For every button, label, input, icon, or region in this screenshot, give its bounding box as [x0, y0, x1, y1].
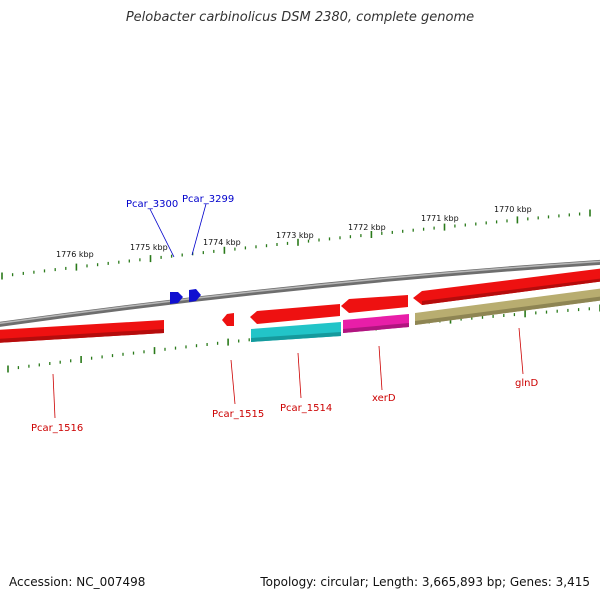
scale-label-1771: 1771 kbp [421, 214, 459, 223]
label-pcar-3299[interactable]: Pcar_3299 [182, 194, 234, 205]
leader-pcar-3299 [191, 203, 207, 256]
gene-pcar-1514-arrow[interactable] [250, 304, 340, 324]
label-pcar-1516[interactable]: Pcar_1516 [31, 423, 83, 434]
scale-label-1774: 1774 kbp [203, 238, 241, 247]
cog-box-pcar-1514-shade [251, 332, 341, 342]
gene-pcar-1515-arrow[interactable] [222, 313, 234, 326]
scale-label-1775: 1775 kbp [130, 243, 168, 252]
gene-glnd-shadow [422, 278, 600, 305]
cog-box-glnd-shade [415, 296, 600, 325]
leader-pcar-1516 [52, 373, 56, 419]
genome-summary-text: Topology: circular; Length: 3,665,893 bp… [260, 575, 590, 589]
cog-box-xerd-shade [343, 323, 409, 333]
gene-pcar-3300-arrow[interactable] [170, 292, 183, 304]
map-title: Pelobacter carbinolicus DSM 2380, comple… [125, 10, 475, 25]
leader-glnd [518, 327, 524, 375]
label-pcar-1514[interactable]: Pcar_1514 [280, 403, 332, 414]
scale-label-1773: 1773 kbp [276, 231, 314, 240]
gene-pcar-1516-shadow [0, 329, 164, 343]
gene-pcar-3299-arrow[interactable] [189, 289, 201, 302]
label-glnd[interactable]: glnD [515, 378, 538, 389]
genome-backbone-highlight [0, 260, 600, 325]
accession-text: Accession: NC_007498 [9, 575, 146, 589]
scale-label-1776: 1776 kbp [56, 250, 94, 259]
leader-pcar-1515 [230, 359, 236, 405]
label-xerd[interactable]: xerD [372, 393, 396, 404]
scale-label-1770: 1770 kbp [494, 205, 532, 214]
upper-scale-track [1, 209, 591, 280]
leader-pcar-3300 [149, 208, 175, 258]
scale-label-1772: 1772 kbp [348, 223, 386, 232]
label-pcar-3300[interactable]: Pcar_3300 [126, 199, 178, 210]
leader-xerd [378, 345, 383, 391]
gene-glnd-arrow[interactable] [413, 268, 600, 305]
genome-backbone [0, 259, 600, 327]
leader-pcar-1514 [297, 352, 302, 399]
label-pcar-1515[interactable]: Pcar_1515 [212, 409, 264, 420]
gene-xerd-arrow[interactable] [341, 295, 408, 313]
